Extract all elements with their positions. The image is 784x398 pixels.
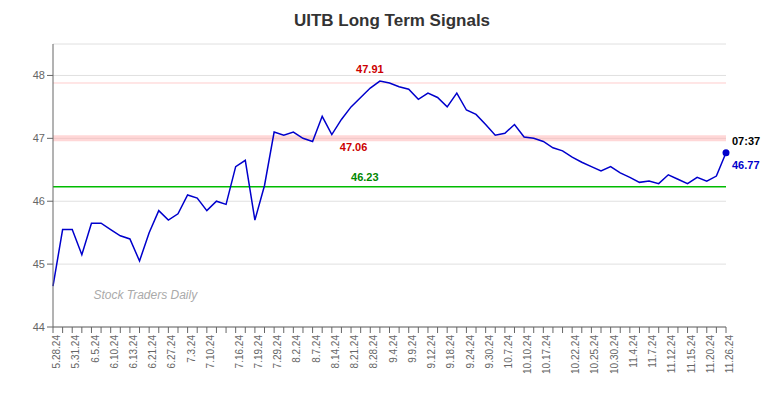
svg-text:45: 45 [33,258,45,270]
svg-text:6.21.24: 6.21.24 [147,335,158,369]
svg-text:11.12.24: 11.12.24 [666,335,677,374]
svg-text:9.24.24: 9.24.24 [465,335,476,369]
svg-text:48: 48 [33,69,45,81]
svg-text:11.7.24: 11.7.24 [647,335,658,368]
svg-text:8.7.24: 8.7.24 [311,335,322,363]
svg-text:11.4.24: 11.4.24 [628,335,639,368]
svg-text:5.31.24: 5.31.24 [70,335,81,369]
html-text:UITB Long Term Signals: UITB Long Term Signals [293,11,491,30]
svg-text:11.26.24: 11.26.24 [724,335,735,374]
svg-text:5.28.24: 5.28.24 [51,335,62,369]
svg-text:47.06: 47.06 [340,141,368,153]
svg-text:10.7.24: 10.7.24 [503,335,514,369]
svg-text:9.30.24: 9.30.24 [484,335,495,369]
svg-text:7.19.24: 7.19.24 [253,335,264,369]
svg-text:9.12.24: 9.12.24 [426,335,437,369]
svg-text:46.77: 46.77 [732,159,760,171]
svg-text:8.28.24: 8.28.24 [368,335,379,369]
svg-text:8.21.24: 8.21.24 [349,335,360,369]
svg-text:9.9.24: 9.9.24 [407,335,418,363]
svg-text:10.22.24: 10.22.24 [570,335,581,374]
svg-text:47: 47 [33,132,45,144]
svg-text:10.30.24: 10.30.24 [609,335,620,374]
svg-text:10.25.24: 10.25.24 [590,335,601,374]
svg-text:7.16.24: 7.16.24 [234,335,245,369]
svg-text:44: 44 [33,321,45,333]
svg-text:7.10.24: 7.10.24 [205,335,216,369]
svg-text:11.20.24: 11.20.24 [705,335,716,374]
svg-text:8.2.24: 8.2.24 [291,335,302,363]
svg-text:47.91: 47.91 [356,63,384,75]
svg-text:6.5.24: 6.5.24 [90,335,101,363]
svg-text:10.17.24: 10.17.24 [541,335,552,374]
svg-text:07:37: 07:37 [732,135,760,147]
html-text:Stock Traders Daily: Stock Traders Daily [93,288,198,303]
svg-text:7.29.24: 7.29.24 [272,335,283,369]
svg-text:46: 46 [33,195,45,207]
svg-text:46.23: 46.23 [351,171,379,183]
svg-text:11.15.24: 11.15.24 [686,335,697,374]
svg-text:10.10.24: 10.10.24 [522,335,533,374]
svg-text:6.27.24: 6.27.24 [166,335,177,369]
svg-text:8.14.24: 8.14.24 [330,335,341,369]
svg-text:9.18.24: 9.18.24 [445,335,456,369]
svg-text:7.3.24: 7.3.24 [186,335,197,363]
svg-text:6.13.24: 6.13.24 [128,335,139,369]
svg-text:9.4.24: 9.4.24 [388,335,399,363]
svg-text:6.10.24: 6.10.24 [109,335,120,369]
